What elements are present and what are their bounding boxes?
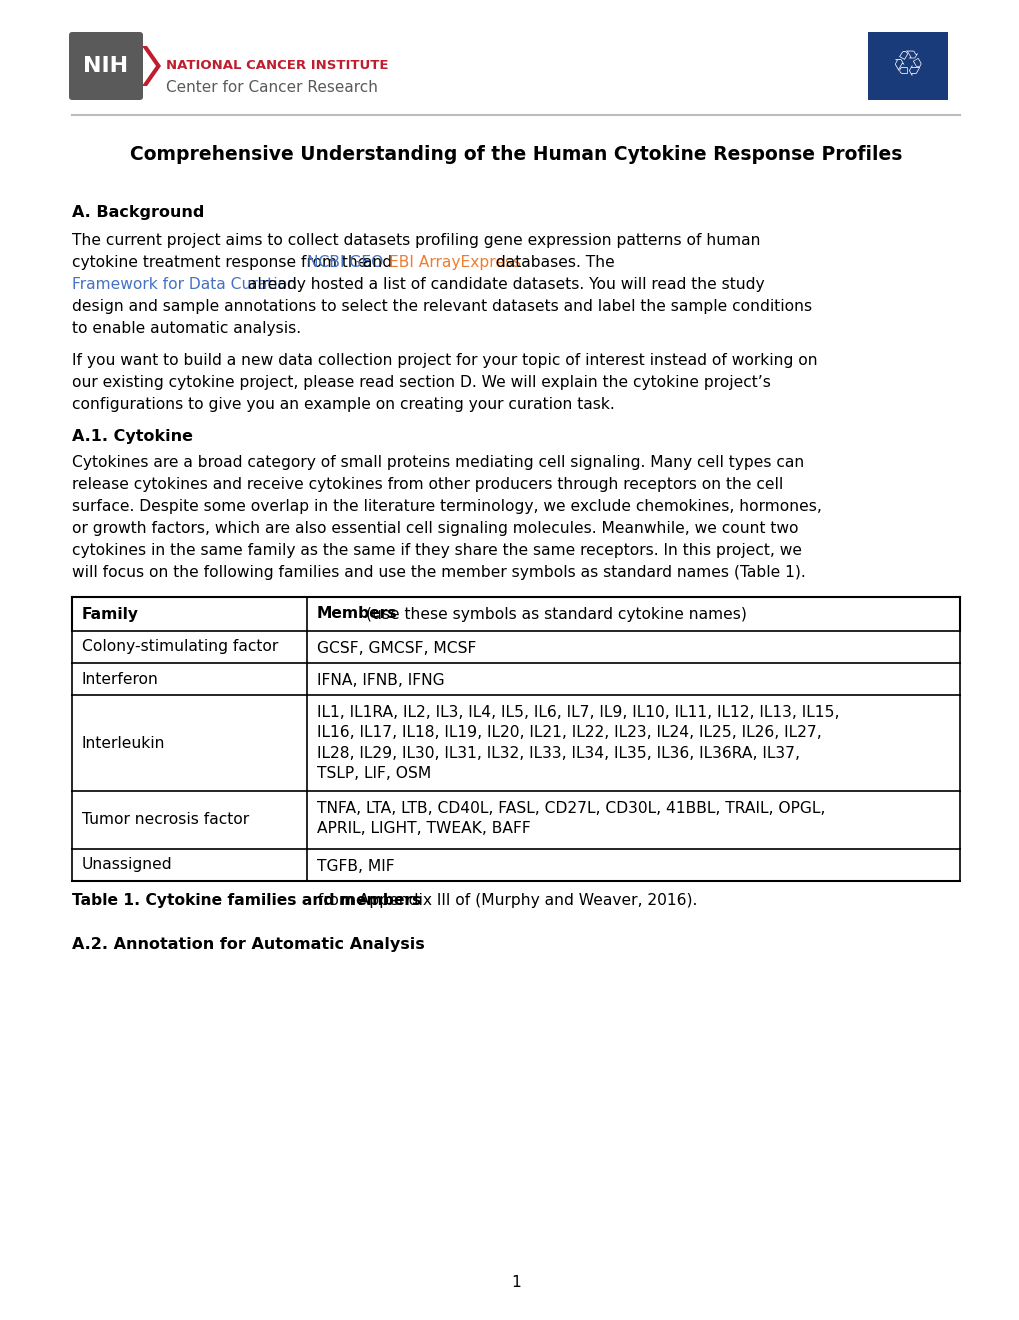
Text: GCSF, GMCSF, MCSF: GCSF, GMCSF, MCSF [317, 642, 476, 656]
Text: Framework for Data Curation: Framework for Data Curation [72, 277, 297, 292]
Text: EBI ArrayExpress: EBI ArrayExpress [389, 255, 521, 271]
Text: Unassigned: Unassigned [82, 858, 172, 873]
Text: design and sample annotations to select the relevant datasets and label the samp: design and sample annotations to select … [72, 300, 811, 314]
Text: TNFA, LTA, LTB, CD40L, FASL, CD27L, CD30L, 41BBL, TRAIL, OPGL,
APRIL, LIGHT, TWE: TNFA, LTA, LTB, CD40L, FASL, CD27L, CD30… [317, 801, 824, 837]
Text: Center for Cancer Research: Center for Cancer Research [166, 81, 377, 95]
Text: Colony-stimulating factor: Colony-stimulating factor [82, 639, 278, 655]
Text: ♲: ♲ [891, 49, 923, 83]
FancyBboxPatch shape [69, 32, 143, 100]
Polygon shape [142, 46, 161, 86]
Text: already hosted a list of candidate datasets. You will read the study: already hosted a list of candidate datas… [244, 277, 764, 292]
Text: IL1, IL1RA, IL2, IL3, IL4, IL5, IL6, IL7, IL9, IL10, IL11, IL12, IL13, IL15,
IL1: IL1, IL1RA, IL2, IL3, IL4, IL5, IL6, IL7… [317, 705, 839, 781]
Text: (use these symbols as standard cytokine names): (use these symbols as standard cytokine … [361, 606, 747, 622]
Text: Interferon: Interferon [82, 672, 159, 686]
Text: Interleukin: Interleukin [82, 735, 165, 751]
Text: If you want to build a new data collection project for your topic of interest in: If you want to build a new data collecti… [72, 352, 817, 368]
Text: 1: 1 [511, 1275, 521, 1290]
Text: NIH: NIH [84, 55, 128, 77]
FancyBboxPatch shape [867, 32, 947, 100]
Text: databases. The: databases. The [490, 255, 614, 271]
Text: our existing cytokine project, please read section D. We will explain the cytoki: our existing cytokine project, please re… [72, 375, 770, 389]
Text: A.1. Cytokine: A.1. Cytokine [72, 429, 193, 444]
Text: Members: Members [317, 606, 397, 622]
Text: cytokine treatment response from the: cytokine treatment response from the [72, 255, 372, 271]
Text: Family: Family [82, 606, 139, 622]
Text: NATIONAL CANCER INSTITUTE: NATIONAL CANCER INSTITUTE [166, 59, 388, 73]
Text: The current project aims to collect datasets profiling gene expression patterns : The current project aims to collect data… [72, 234, 760, 248]
Text: Table 1. Cytokine families and members: Table 1. Cytokine families and members [72, 894, 421, 908]
Text: Comprehensive Understanding of the Human Cytokine Response Profiles: Comprehensive Understanding of the Human… [129, 145, 901, 164]
Text: from Appendix III of (Murphy and Weaver, 2016).: from Appendix III of (Murphy and Weaver,… [313, 894, 697, 908]
Text: Cytokines are a broad category of small proteins mediating cell signaling. Many : Cytokines are a broad category of small … [72, 455, 803, 470]
Text: configurations to give you an example on creating your curation task.: configurations to give you an example on… [72, 397, 614, 412]
Text: TGFB, MIF: TGFB, MIF [317, 859, 394, 874]
Text: IFNA, IFNB, IFNG: IFNA, IFNB, IFNG [317, 673, 444, 688]
Text: surface. Despite some overlap in the literature terminology, we exclude chemokin: surface. Despite some overlap in the lit… [72, 499, 821, 513]
Text: NCBI GEO: NCBI GEO [307, 255, 383, 271]
Text: to enable automatic analysis.: to enable automatic analysis. [72, 321, 301, 337]
Text: cytokines in the same family as the same if they share the same receptors. In th: cytokines in the same family as the same… [72, 543, 801, 558]
Text: A. Background: A. Background [72, 205, 204, 220]
Text: will focus on the following families and use the member symbols as standard name: will focus on the following families and… [72, 565, 805, 579]
Text: or growth factors, which are also essential cell signaling molecules. Meanwhile,: or growth factors, which are also essent… [72, 521, 798, 536]
Text: A.2. Annotation for Automatic Analysis: A.2. Annotation for Automatic Analysis [72, 937, 424, 952]
Text: release cytokines and receive cytokines from other producers through receptors o: release cytokines and receive cytokines … [72, 477, 783, 492]
Text: and: and [358, 255, 396, 271]
Text: Tumor necrosis factor: Tumor necrosis factor [82, 813, 249, 828]
